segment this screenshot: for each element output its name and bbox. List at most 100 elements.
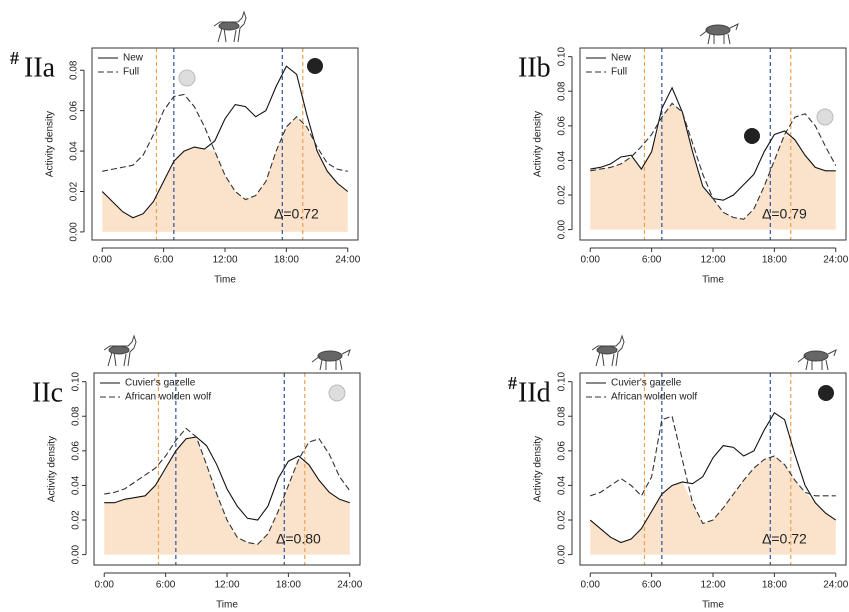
y-tick-label: 0.10 — [71, 371, 82, 391]
gazelle-icon — [591, 334, 625, 367]
y-tick-label: 0.08 — [69, 60, 80, 80]
overlap-annotation: Δ=0.80 — [276, 531, 321, 547]
y-tick-label: 0.06 — [557, 116, 568, 136]
series-line — [590, 415, 836, 525]
x-tick-label: 18:00 — [762, 255, 787, 266]
new-moon-icon — [818, 385, 834, 401]
legend-label: New — [123, 53, 144, 64]
legend-label: Cuvier's gazelle — [611, 378, 682, 389]
full-moon-icon — [178, 69, 196, 87]
y-tick-label: 0.10 — [557, 46, 568, 66]
x-tick-label: 0:00 — [94, 580, 114, 591]
y-axis-title: Activity density — [47, 436, 58, 502]
overlap-annotation: Δ=0.79 — [762, 206, 807, 222]
icons — [103, 10, 837, 371]
plot-frame — [93, 372, 361, 566]
x-tick-label: 0:00 — [580, 255, 600, 266]
series-line — [102, 93, 348, 201]
y-axis-title: Activity density — [45, 111, 56, 177]
y-tick-label: 0.04 — [557, 475, 568, 495]
wolf-icon — [797, 349, 837, 371]
x-tick-label: 0:00 — [580, 580, 600, 591]
series-line — [104, 427, 351, 545]
x-tick-label: 12:00 — [212, 255, 237, 266]
panel-label: IIc — [32, 377, 63, 408]
y-tick-label: 0.06 — [557, 441, 568, 461]
x-tick-label: 6:00 — [642, 255, 662, 266]
x-tick-label: 12:00 — [214, 580, 239, 591]
full-moon-icon — [328, 384, 346, 402]
y-tick-label: 0.02 — [71, 510, 82, 530]
x-axis-title: Time — [216, 600, 238, 611]
full-moon-icon — [816, 108, 834, 126]
panel-label: IId — [518, 377, 551, 408]
overlap-area — [104, 437, 350, 555]
panel-label: IIb — [518, 52, 551, 83]
y-tick-label: 0.08 — [557, 81, 568, 101]
x-tick-label: 18:00 — [276, 580, 301, 591]
gazelle-icon — [213, 10, 247, 43]
legend-label: African wolden wolf — [125, 392, 211, 403]
legend-label: African wolden wolf — [611, 392, 697, 403]
overlap-area — [102, 116, 348, 232]
x-tick-label: 6:00 — [154, 255, 174, 266]
new-moon-icon — [744, 128, 760, 144]
x-tick-label: 12:00 — [700, 580, 725, 591]
x-axis-title: Time — [702, 275, 724, 286]
series-line — [104, 436, 350, 521]
x-axis-title: Time — [702, 600, 724, 611]
y-tick-label: 0.06 — [71, 441, 82, 461]
y-tick-label: 0.08 — [557, 406, 568, 426]
panel: Cuvier's gazelle African wolden wolf 0:00 6… — [508, 371, 849, 610]
panel: Cuvier's gazelle African wolden wolf 0:00 6… — [32, 371, 363, 610]
x-tick-label: 18:00 — [762, 580, 787, 591]
new-moon-icon — [307, 58, 323, 74]
legend-label: Full — [123, 67, 139, 78]
panel-label: IIa — [24, 52, 56, 83]
y-tick-label: 0.00 — [557, 544, 568, 564]
x-tick-label: 24:00 — [335, 255, 360, 266]
y-tick-label: 0.10 — [557, 371, 568, 391]
legend-label: Full — [611, 67, 627, 78]
gazelle-icon — [103, 334, 137, 367]
plot-frame — [579, 47, 847, 241]
y-tick-label: 0.02 — [557, 510, 568, 530]
x-tick-label: 0:00 — [92, 255, 112, 266]
wolf-icon — [699, 23, 739, 45]
series-line — [590, 102, 837, 220]
moons — [178, 58, 834, 402]
x-tick-label: 6:00 — [156, 580, 176, 591]
y-axis-title: Activity density — [533, 436, 544, 502]
x-tick-label: 6:00 — [642, 580, 662, 591]
x-tick-label: 24:00 — [823, 255, 848, 266]
y-tick-label: 0.04 — [69, 141, 80, 161]
panel: New Full 0:00 6:00 12:00 18:00 24:00 0.00 0.02 0.… — [10, 47, 361, 286]
series-line — [589, 412, 837, 544]
wolf-icon — [311, 349, 351, 371]
series-line — [101, 65, 349, 219]
plot-frame — [579, 372, 847, 566]
y-tick-label: 0.00 — [69, 222, 80, 242]
y-tick-label: 0.04 — [557, 150, 568, 170]
y-tick-label: 0.02 — [557, 185, 568, 205]
y-tick-label: 0.04 — [71, 475, 82, 495]
plot-frame — [91, 47, 359, 241]
legend-label: Cuvier's gazelle — [125, 378, 196, 389]
x-axis-title: Time — [214, 275, 236, 286]
y-tick-label: 0.00 — [557, 219, 568, 239]
overlap-annotation: Δ=0.72 — [274, 206, 319, 222]
x-tick-label: 24:00 — [337, 580, 362, 591]
y-tick-label: 0.06 — [69, 100, 80, 120]
legend-label: New — [611, 53, 632, 64]
panel: New Full 0:00 6:00 12:00 18:00 24:00 0.00 0.02 0.… — [518, 46, 849, 285]
overlap-area — [590, 103, 836, 230]
panel-mark: # — [508, 373, 517, 393]
x-tick-label: 24:00 — [823, 580, 848, 591]
x-tick-label: 12:00 — [700, 255, 725, 266]
overlap-area — [590, 456, 836, 555]
overlap-annotation: Δ=0.72 — [762, 531, 807, 547]
y-tick-label: 0.00 — [71, 544, 82, 564]
panel-mark: # — [10, 48, 19, 68]
x-tick-label: 18:00 — [274, 255, 299, 266]
